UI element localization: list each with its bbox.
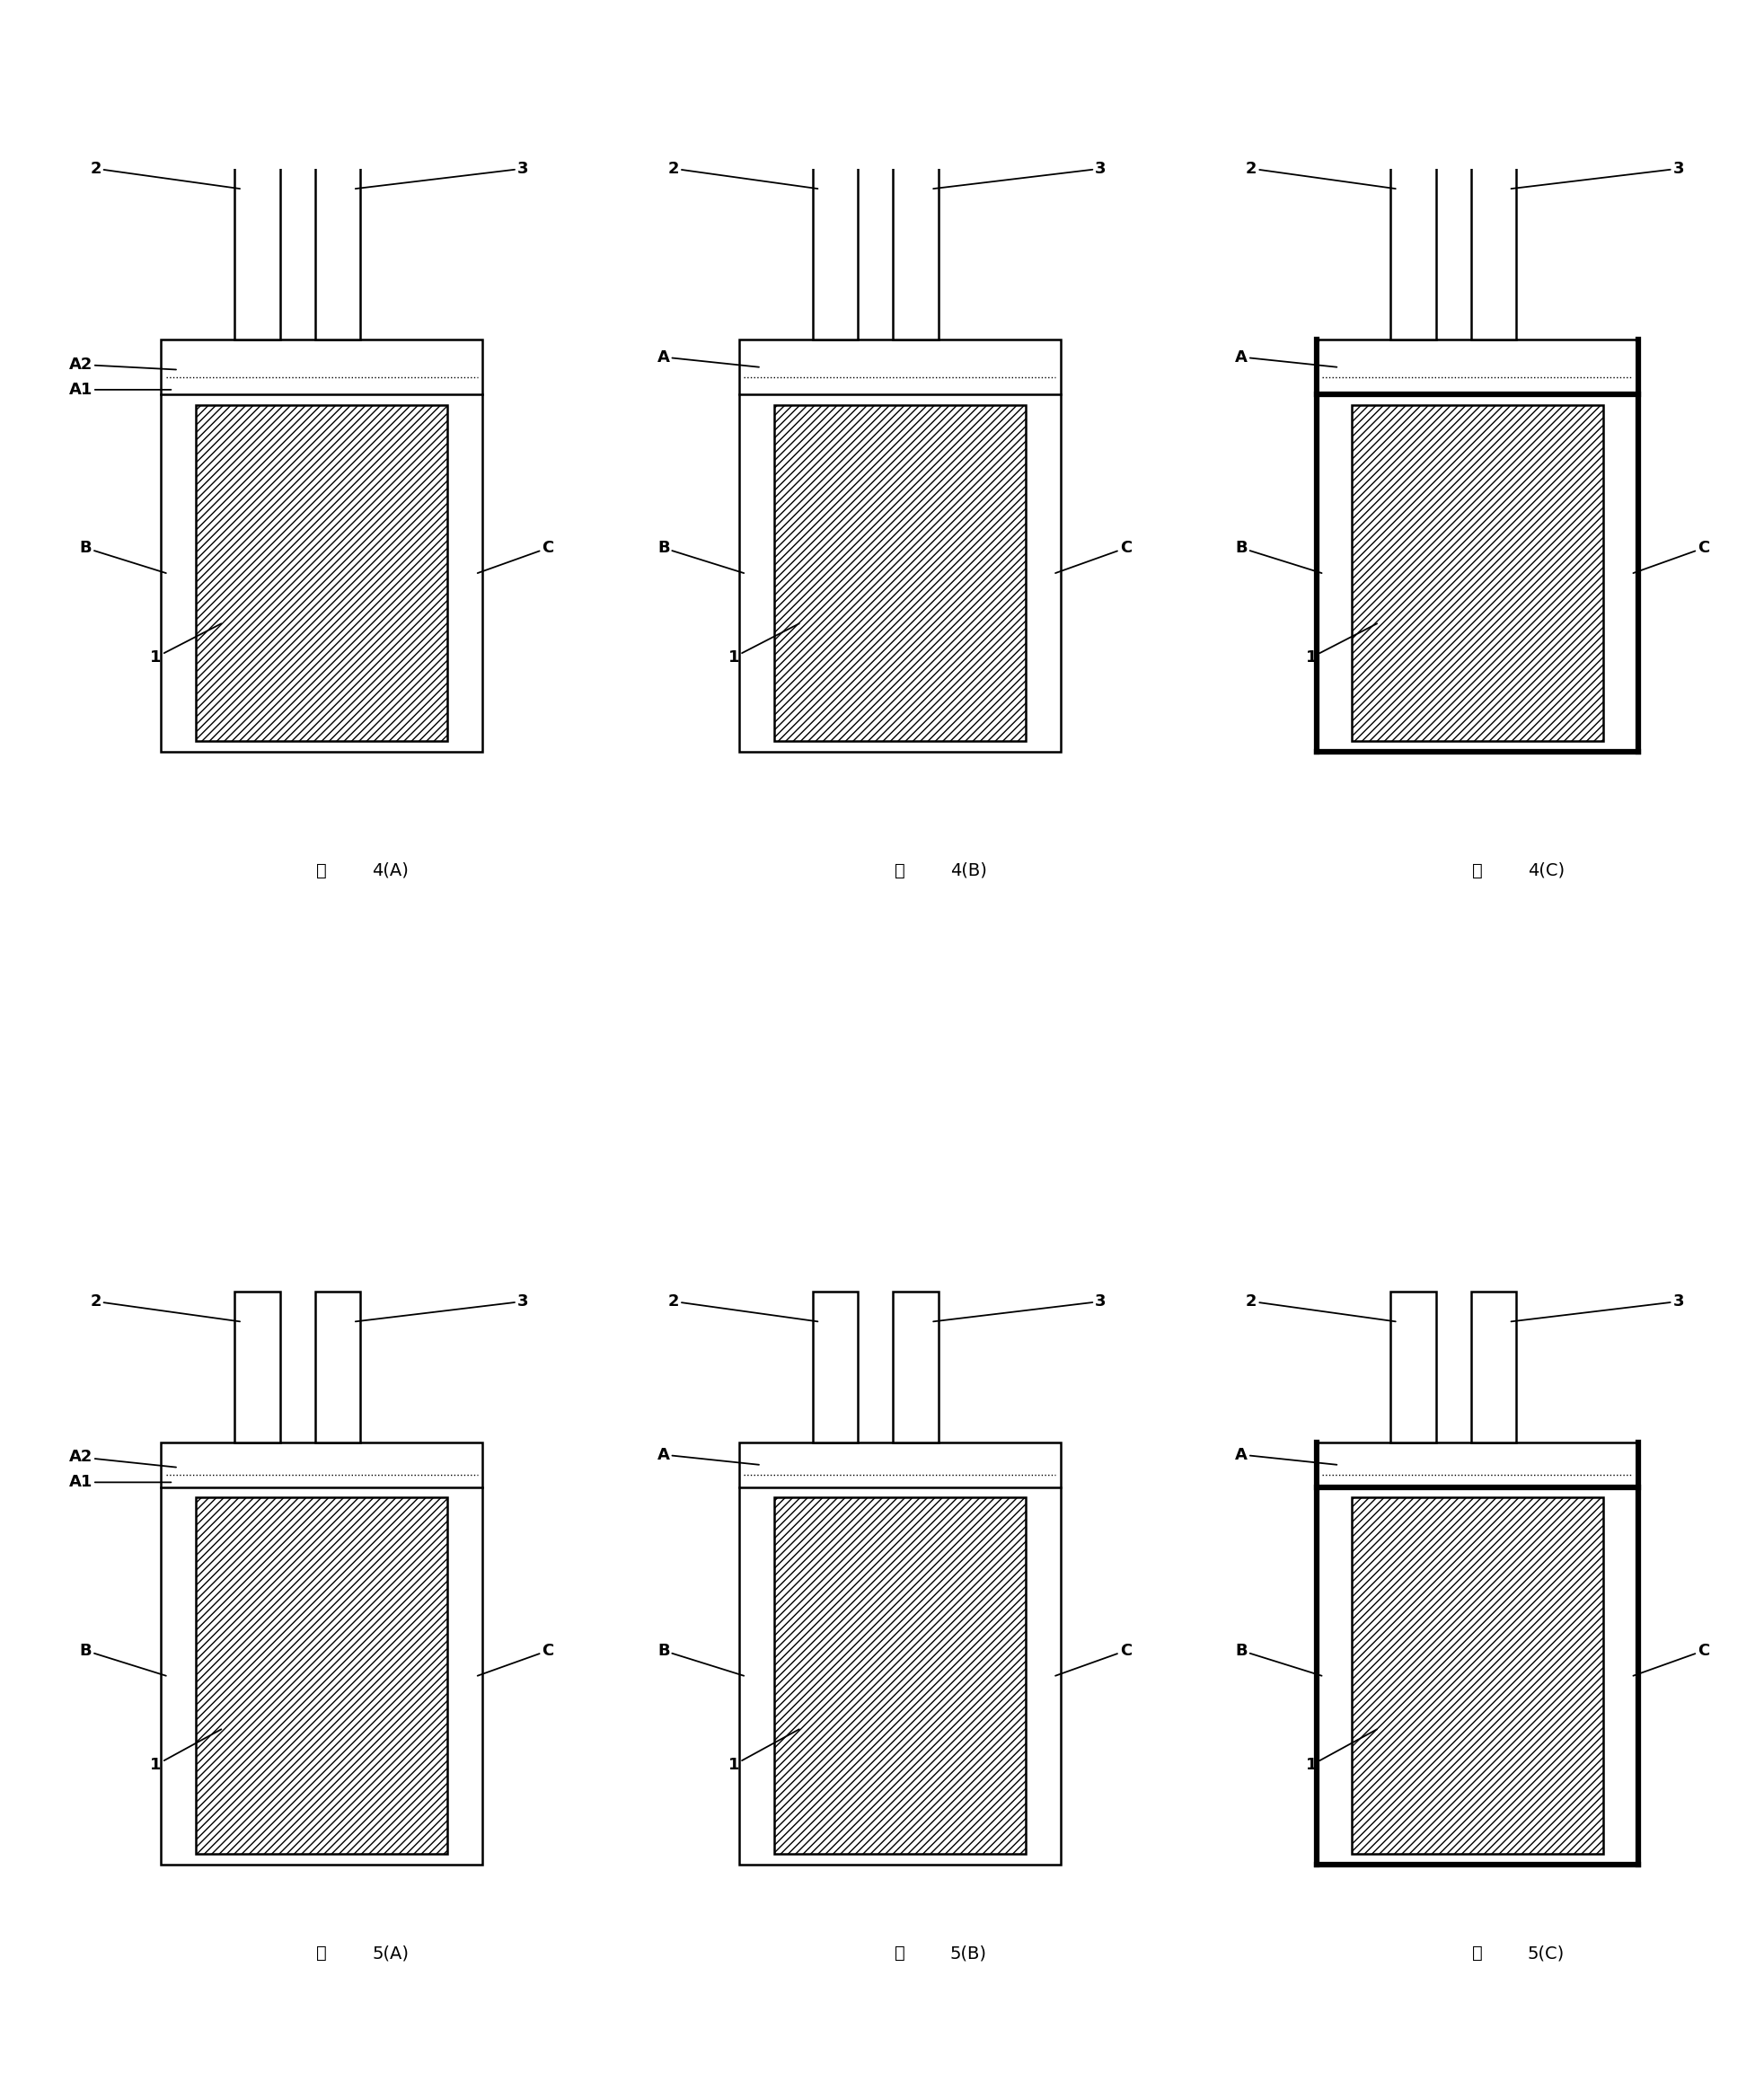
Bar — [739, 340, 1060, 752]
Text: 1: 1 — [150, 624, 220, 665]
Text: 3: 3 — [356, 1294, 529, 1321]
Text: B: B — [79, 1642, 166, 1675]
Text: 5(B): 5(B) — [949, 1944, 986, 1961]
Text: B: B — [1235, 1642, 1321, 1675]
Bar — [813, 158, 857, 340]
Text: 2: 2 — [669, 160, 818, 189]
Text: C: C — [1633, 1642, 1709, 1675]
Text: 图: 图 — [894, 1944, 905, 1961]
Bar — [739, 1443, 1060, 1864]
Text: 图: 图 — [894, 862, 905, 879]
Text: 1: 1 — [1305, 1729, 1378, 1772]
Bar — [164, 342, 480, 392]
Bar — [1390, 158, 1436, 340]
Text: 图: 图 — [316, 1944, 326, 1961]
Text: C: C — [1055, 1642, 1132, 1675]
Bar — [741, 1445, 1058, 1484]
Bar — [813, 1291, 857, 1443]
Text: A1: A1 — [69, 1474, 171, 1490]
Text: 5(A): 5(A) — [372, 1944, 409, 1961]
Text: A: A — [658, 1447, 759, 1466]
Bar — [316, 158, 360, 340]
Text: 2: 2 — [1245, 160, 1395, 189]
Text: 2: 2 — [90, 1294, 240, 1321]
Text: A: A — [658, 348, 759, 367]
Text: C: C — [478, 1642, 554, 1675]
Text: 2: 2 — [669, 1294, 818, 1321]
Text: A2: A2 — [69, 357, 176, 373]
Bar — [1471, 158, 1517, 340]
Bar — [235, 1291, 280, 1443]
Text: B: B — [658, 1642, 744, 1675]
Bar — [741, 342, 1058, 392]
Bar — [1471, 1291, 1517, 1443]
Bar — [161, 1443, 483, 1864]
Bar — [1390, 1291, 1436, 1443]
Text: 图: 图 — [316, 862, 326, 879]
Text: 5(C): 5(C) — [1528, 1944, 1565, 1961]
Text: 1: 1 — [729, 624, 799, 665]
Bar — [196, 404, 448, 742]
Text: 2: 2 — [1245, 1294, 1395, 1321]
Text: A1: A1 — [69, 381, 171, 398]
Bar — [316, 1291, 360, 1443]
Bar — [235, 158, 280, 340]
Bar — [1351, 404, 1603, 742]
Text: B: B — [658, 539, 744, 572]
Bar — [164, 1445, 480, 1484]
Text: B: B — [79, 539, 166, 572]
Text: 3: 3 — [933, 1294, 1106, 1321]
Bar — [196, 1497, 448, 1853]
Text: 图: 图 — [1473, 1944, 1484, 1961]
Text: 1: 1 — [150, 1729, 220, 1772]
Bar — [1319, 1445, 1635, 1484]
Text: 4(C): 4(C) — [1528, 862, 1565, 879]
Text: 图: 图 — [1473, 862, 1484, 879]
Text: C: C — [1055, 539, 1132, 572]
Text: A: A — [1235, 1447, 1337, 1466]
Text: 3: 3 — [356, 160, 529, 189]
Text: 3: 3 — [1512, 1294, 1685, 1321]
Text: C: C — [1633, 539, 1709, 572]
Bar — [774, 1497, 1025, 1853]
Text: 2: 2 — [90, 160, 240, 189]
Text: C: C — [478, 539, 554, 572]
Text: 4(B): 4(B) — [949, 862, 986, 879]
Bar — [161, 340, 483, 752]
Text: 3: 3 — [933, 160, 1106, 189]
Text: 3: 3 — [1512, 160, 1685, 189]
Text: 1: 1 — [729, 1729, 799, 1772]
Bar — [774, 404, 1025, 742]
Bar — [1319, 342, 1635, 392]
Text: A2: A2 — [69, 1449, 176, 1468]
Bar — [893, 1291, 938, 1443]
Text: 1: 1 — [1305, 624, 1378, 665]
Text: B: B — [1235, 539, 1321, 572]
Text: A: A — [1235, 348, 1337, 367]
Bar — [1351, 1497, 1603, 1853]
Text: 4(A): 4(A) — [372, 862, 409, 879]
Bar — [893, 158, 938, 340]
